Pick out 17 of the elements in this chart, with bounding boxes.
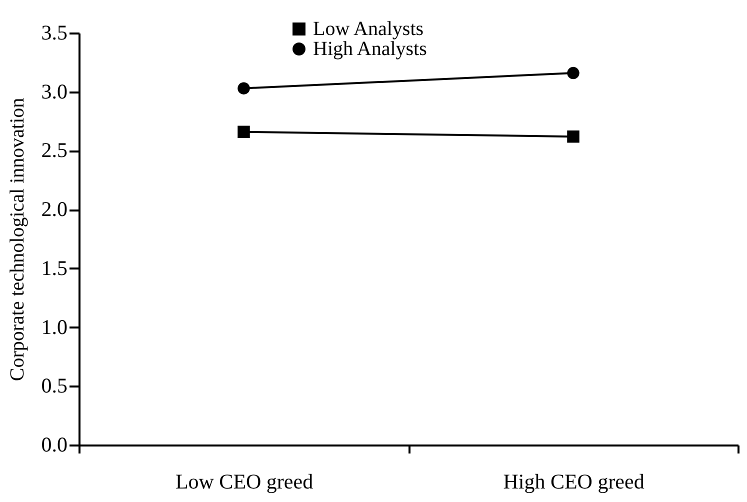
- point: [238, 82, 250, 94]
- point: [238, 126, 250, 138]
- legend-label: Low Analysts: [313, 18, 424, 40]
- x-tick-label: High CEO greed: [503, 470, 645, 494]
- y-tick-label: 3.0: [41, 79, 68, 104]
- y-axis-title: Corporate technological innovation: [6, 98, 28, 382]
- legend-label: High Analysts: [313, 38, 428, 60]
- point: [567, 130, 580, 143]
- y-tick-label: 1.0: [41, 314, 68, 339]
- point: [567, 66, 580, 80]
- y-tick-label: 2.5: [41, 138, 68, 162]
- y-tick-label: 0.5: [41, 374, 68, 398]
- y-tick-label: 1.5: [41, 256, 68, 280]
- x-tick-label: Low CEO greed: [175, 470, 314, 494]
- y-tick-label: 2.0: [41, 197, 68, 222]
- y-tick-label: 3.5: [41, 20, 68, 44]
- y-tick-label: 0.0: [41, 432, 68, 456]
